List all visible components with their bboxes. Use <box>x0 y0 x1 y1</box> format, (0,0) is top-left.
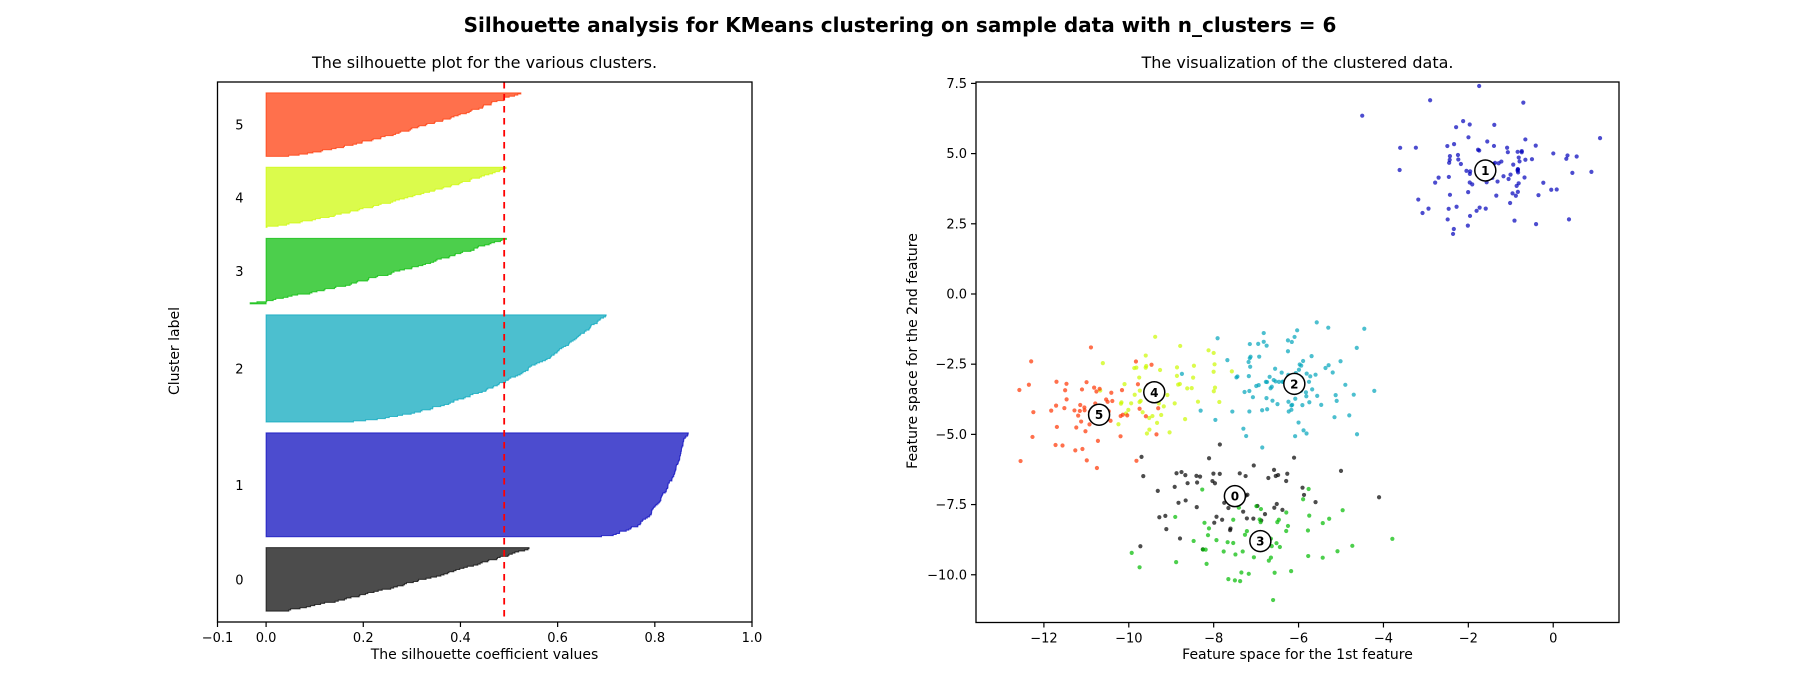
silhouette-cluster-label-3: 3 <box>235 265 243 280</box>
silhouette-plot-area: 0 1 2 3 4 5 −0.1 0.0 0.2 0.4 0.6 0.8 1.0 <box>202 81 763 646</box>
cluster-center-number: 2 <box>1290 377 1298 391</box>
x-tick-label: 0 <box>1549 632 1557 647</box>
x-tick-label: 0.0 <box>256 631 277 646</box>
silhouette-plot-title: The silhouette plot for the various clus… <box>311 53 658 72</box>
x-tick-label: 0.2 <box>353 631 374 646</box>
silhouette-cluster-label-5: 5 <box>235 119 243 134</box>
cluster-center-marker-0: 0 <box>1223 484 1247 508</box>
cluster-points-4 <box>1098 334 1234 436</box>
y-tick-label: 0.0 <box>946 287 967 302</box>
y-tick-label: 7.5 <box>946 77 967 92</box>
x-tick-label: 1.0 <box>742 631 763 646</box>
cluster-center-marker-2: 2 <box>1283 372 1306 396</box>
axes-spine <box>216 81 753 623</box>
scatter-xaxis-label: Feature space for the 1st feature <box>1182 647 1413 663</box>
silhouette-band-1 <box>265 432 689 538</box>
y-tick-label: 2.5 <box>946 217 967 232</box>
y-tick-label: −10.0 <box>927 568 967 583</box>
figure-suptitle: Silhouette analysis for KMeans clusterin… <box>463 13 1337 37</box>
cluster-center-number: 4 <box>1150 386 1158 400</box>
cluster-center-number: 5 <box>1095 408 1103 422</box>
silhouette-band-2 <box>265 314 607 423</box>
y-tick-label: 5.0 <box>946 147 967 162</box>
silhouette-cluster-label-4: 4 <box>235 191 243 206</box>
cluster-points-2 <box>1179 320 1377 450</box>
x-tick-label: 0.6 <box>547 631 568 646</box>
cluster-points-5 <box>1017 345 1161 471</box>
silhouette-band-0 <box>265 547 530 612</box>
silhouette-cluster-label-1: 1 <box>235 479 243 494</box>
silhouette-band-3 <box>249 237 507 305</box>
y-tick-label: −2.5 <box>935 358 967 373</box>
x-tick-label: −4 <box>1374 632 1393 647</box>
x-tick-label: −0.1 <box>202 631 234 646</box>
silhouette-xaxis-label: The silhouette coefficient values <box>370 647 599 663</box>
x-tick-label: 0.4 <box>450 631 471 646</box>
x-tick-label: −10 <box>1115 632 1142 647</box>
cluster-center-number: 1 <box>1481 164 1489 178</box>
cluster-center-marker-3: 3 <box>1249 529 1272 553</box>
cluster-center-marker-5: 5 <box>1087 403 1111 426</box>
cluster-center-marker-4: 4 <box>1143 381 1166 404</box>
scatter-points <box>1017 83 1603 603</box>
x-tick-label: −2 <box>1459 632 1478 647</box>
scatter-plot-title: The visualization of the clustered data. <box>1141 53 1454 72</box>
y-tick-label: −5.0 <box>935 428 967 443</box>
x-tick-label: −8 <box>1204 632 1223 647</box>
scatter-plot-area: 0 1 2 3 4 5 −12 −10 −8 −6 −4 −2 0 7.5 5.0 2.5 0.0 −2.5 −5.… <box>927 77 1620 647</box>
x-tick-label: 0.8 <box>644 631 665 646</box>
silhouette-cluster-label-0: 0 <box>235 573 243 588</box>
y-tick-label: −7.5 <box>935 498 967 513</box>
axes-spine <box>975 81 1620 624</box>
silhouette-cluster-label-2: 2 <box>235 362 243 377</box>
cluster-center-number: 3 <box>1256 535 1264 549</box>
x-tick-label: −12 <box>1030 632 1057 647</box>
silhouette-band-4 <box>265 166 507 228</box>
cluster-center-marker-1: 1 <box>1474 159 1497 182</box>
silhouette-band-5 <box>265 92 522 157</box>
cluster-center-number: 0 <box>1231 490 1239 504</box>
cluster-points-1 <box>1360 83 1603 237</box>
x-tick-label: −6 <box>1289 632 1308 647</box>
